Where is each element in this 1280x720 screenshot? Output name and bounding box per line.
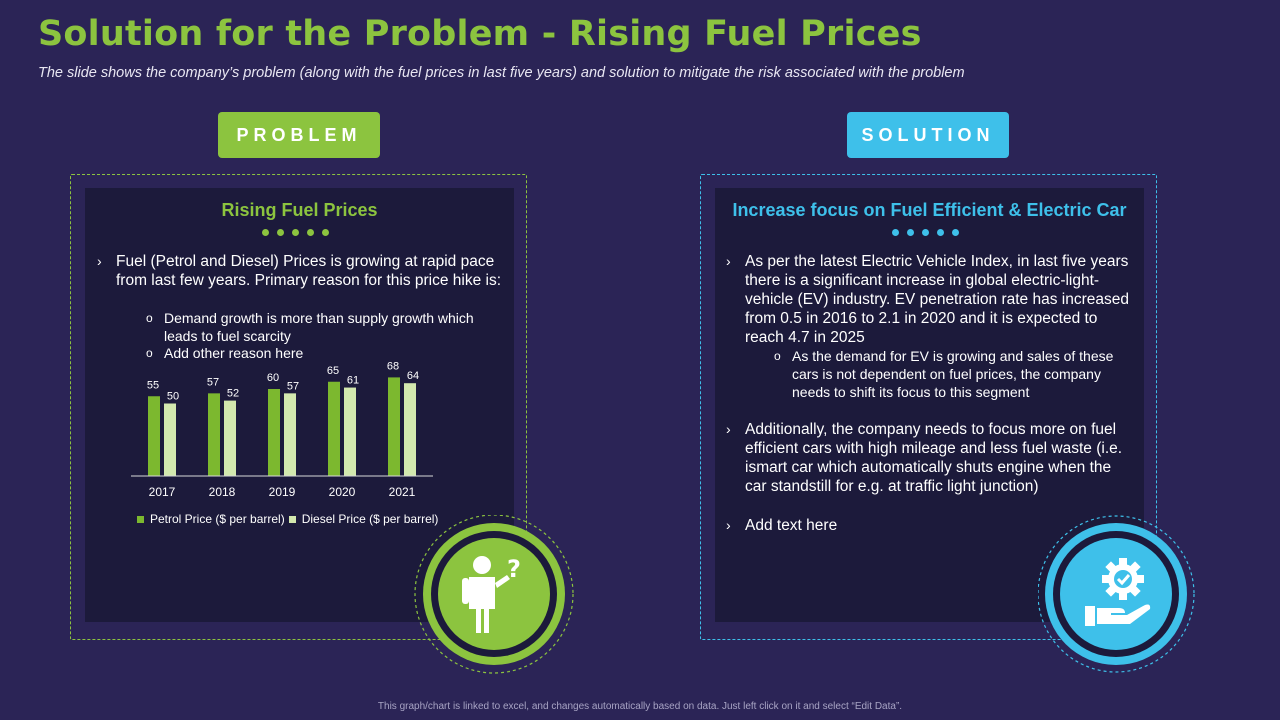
- legend-petrol: Petrol Price ($ per barrel): [150, 512, 285, 526]
- bar-diesel-2017: [164, 403, 176, 476]
- bullet-mark: ›: [726, 517, 731, 533]
- problem-sub-item-2: o Add other reason here: [146, 344, 504, 362]
- solution-bullet-2: › Additionally, the company needs to foc…: [726, 420, 1133, 496]
- x-tick-2019: 2019: [269, 485, 296, 499]
- solution-bullet-text-2: Additionally, the company needs to focus…: [745, 421, 1123, 495]
- solution-bullet-text-1: As per the latest Electric Vehicle Index…: [745, 253, 1129, 346]
- problem-sub-item-1: o Demand growth is more than supply grow…: [146, 309, 504, 345]
- footnote: This graph/chart is linked to excel, and…: [377, 701, 903, 712]
- sub-mark: o: [774, 349, 781, 363]
- chart-legend: Petrol Price ($ per barrel) Diesel Price…: [137, 512, 438, 526]
- data-label-diesel-2019: 57: [287, 380, 299, 392]
- solution-dashed-frame: [700, 174, 1157, 640]
- solution-tag: SOLUTION: [847, 112, 1009, 158]
- x-tick-2020: 2020: [329, 485, 356, 499]
- data-label-petrol-2021: 68: [387, 360, 399, 372]
- data-label-diesel-2018: 52: [227, 388, 239, 400]
- bar-petrol-2020: [328, 381, 340, 476]
- problem-bullet: › Fuel (Petrol and Diesel) Prices is gro…: [97, 252, 508, 290]
- data-label-diesel-2021: 64: [407, 370, 419, 382]
- bullet-mark: ›: [97, 253, 102, 269]
- data-label-petrol-2017: 55: [147, 379, 159, 391]
- gear-hand-icon: [1038, 515, 1195, 673]
- problem-sub-text-2: Add other reason here: [164, 345, 304, 361]
- problem-dots: [262, 229, 329, 236]
- data-label-petrol-2019: 60: [267, 372, 279, 384]
- bar-petrol-2021: [388, 377, 400, 476]
- slide-title: Solution for the Problem - Rising Fuel P…: [38, 14, 922, 54]
- solution-sub-text: As the demand for EV is growing and sale…: [792, 348, 1114, 400]
- data-label-petrol-2018: 57: [207, 376, 219, 388]
- sub-mark: o: [146, 311, 153, 325]
- solution-heading: Increase focus on Fuel Efficient & Elect…: [732, 200, 1127, 220]
- legend-diesel: Diesel Price ($ per barrel): [301, 512, 439, 526]
- data-label-petrol-2020: 65: [327, 365, 339, 377]
- person-question-icon: ?: [414, 515, 574, 674]
- data-label-diesel-2020: 61: [347, 375, 359, 387]
- legend-swatch-petrol: [137, 515, 144, 523]
- bullet-mark: ›: [726, 253, 731, 269]
- bar-diesel-2019: [284, 393, 296, 476]
- sub-mark: o: [146, 346, 153, 360]
- solution-bullet-text-3: Add text here: [745, 517, 838, 534]
- problem-dashed-frame: [70, 174, 527, 640]
- solution-dots: [892, 229, 959, 236]
- bar-diesel-2018: [224, 400, 236, 476]
- problem-heading: Rising Fuel Prices: [221, 200, 378, 220]
- problem-tag: PROBLEM: [218, 112, 380, 158]
- x-tick-2018: 2018: [209, 485, 236, 499]
- bar-petrol-2017: [148, 396, 160, 476]
- bar-diesel-2021: [404, 383, 416, 476]
- x-tick-2017: 2017: [149, 485, 176, 499]
- solution-sub-item: o As the demand for EV is growing and sa…: [774, 347, 1137, 401]
- fuel-price-chart-svg: 55 50 2017 57 52 2018 60 57 2019 65 61 2020 68 64 2021: [131, 360, 433, 499]
- solution-bullet-1: › As per the latest Electric Vehicle Ind…: [726, 252, 1133, 347]
- legend-swatch-diesel: [288, 515, 296, 523]
- solution-bullet-3: › Add text here: [726, 516, 1133, 535]
- bullet-mark: ›: [726, 421, 731, 437]
- fuel-price-chart: 55 50 2017 57 52 2018 60 57 2019 65 61 2020 68 64 2021: [95, 360, 505, 530]
- slide-subtitle: The slide shows the company’s problem (a…: [38, 65, 965, 81]
- bar-petrol-2018: [208, 393, 220, 476]
- bar-petrol-2019: [268, 389, 280, 476]
- svg-text:?: ?: [507, 555, 521, 583]
- problem-bullet-text: Fuel (Petrol and Diesel) Prices is growi…: [116, 253, 502, 289]
- x-tick-2021: 2021: [389, 485, 416, 499]
- data-label-diesel-2017: 50: [167, 391, 179, 403]
- problem-sub-text-1: Demand growth is more than supply growth…: [164, 310, 474, 344]
- bar-diesel-2020: [344, 387, 356, 476]
